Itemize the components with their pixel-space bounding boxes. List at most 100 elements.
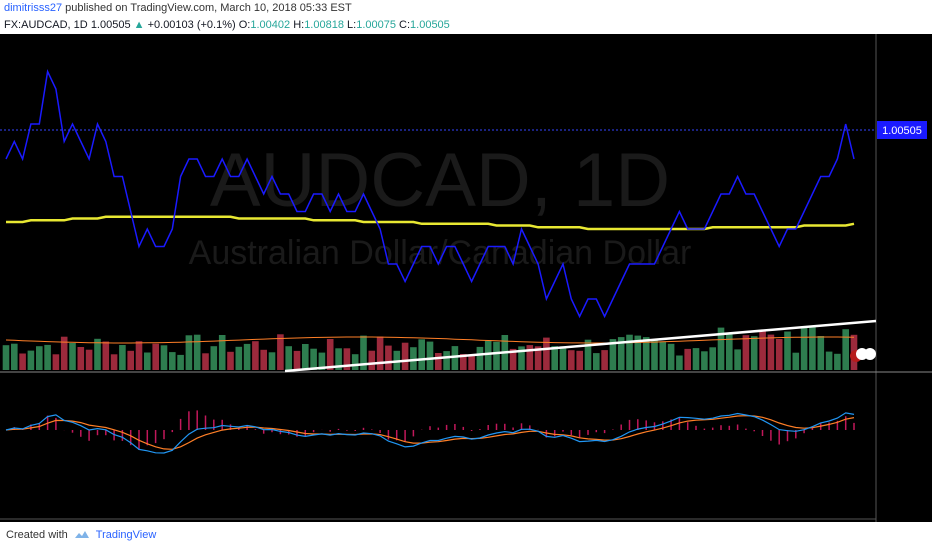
volume-bar: [210, 346, 218, 370]
watermark-symbol: AUDCAD, 1D: [210, 138, 670, 223]
volume-bar: [243, 343, 251, 370]
volume-bar: [335, 348, 342, 370]
volume-bar: [568, 350, 575, 370]
volume-bar: [559, 346, 567, 370]
close-label: C:: [399, 19, 411, 31]
trend-lines: [284, 319, 877, 373]
price-tag: [877, 121, 927, 139]
high-value: 1.00818: [304, 19, 344, 31]
volume-bar: [825, 351, 833, 370]
volume-bar: [451, 346, 459, 370]
volume-bar: [119, 345, 126, 370]
volume-bar: [460, 354, 467, 370]
volume-bar: [193, 334, 201, 370]
tradingview-logo-icon: [74, 531, 89, 538]
volume-bar: [734, 349, 741, 370]
volume-bar: [784, 331, 791, 370]
volume-bar: [360, 335, 367, 370]
volume-bar: [526, 345, 534, 370]
event-badge-icon-3[interactable]: [864, 348, 876, 360]
footer: Created with TradingView: [6, 529, 156, 541]
volume-bar: [160, 345, 168, 370]
high-label: H:: [293, 19, 305, 31]
volume-bar: [11, 343, 18, 370]
volume-bar: [2, 345, 10, 370]
volume-bar: [468, 355, 475, 370]
volume-bar: [817, 336, 825, 370]
volume-bar: [102, 341, 110, 370]
volume-bar: [667, 343, 675, 370]
volume-bar: [19, 353, 26, 370]
volume-bar: [626, 334, 633, 370]
volume-bar: [318, 352, 326, 370]
volume-bar: [493, 341, 500, 370]
volume-bar: [169, 352, 176, 370]
volume-ma-line: [5, 336, 855, 344]
created-with-label: Created with: [6, 529, 68, 541]
moving-average-line: [6, 215, 855, 231]
volume-bar: [651, 339, 658, 370]
open-value: 1.00402: [250, 19, 291, 31]
volume-bar: [326, 339, 334, 370]
volume-bar: [252, 341, 259, 370]
volume-bar: [476, 346, 484, 370]
volume-bar: [135, 341, 143, 370]
volume-bar: [85, 349, 93, 370]
volume-bar: [52, 354, 60, 370]
volume-bar: [177, 354, 184, 370]
volume-bars: [2, 325, 858, 370]
watermark-name: Australian Dollar/Canadian Dollar: [189, 234, 692, 272]
price-series: [5, 68, 855, 319]
volume-bar: [601, 350, 608, 370]
published-info: published on TradingView.com, March 10, …: [65, 2, 352, 14]
volume-bar: [36, 346, 43, 370]
tradingview-brand[interactable]: TradingView: [95, 529, 157, 541]
volume-bar: [509, 348, 517, 370]
price-line: [5, 68, 855, 319]
volume-bar: [692, 348, 700, 370]
signal-line: [5, 415, 855, 450]
volume-bar: [609, 339, 617, 370]
volume-bar: [60, 336, 68, 370]
volume-bar: [800, 327, 808, 370]
volume-bar: [543, 337, 550, 370]
volume-bar: [376, 336, 384, 370]
volume-bar: [235, 346, 243, 370]
price-chart[interactable]: AUDCAD, 1D Australian Dollar/Canadian Do…: [0, 34, 932, 522]
volume-bar: [792, 352, 800, 370]
volume-bar: [584, 339, 592, 370]
volume-bar: [185, 335, 193, 370]
volume-bar: [443, 351, 450, 370]
volume-bar: [593, 353, 600, 370]
symbol-info-line: FX:AUDCAD, 1D 1.00505 ▲ +0.00103 (+0.1%)…: [4, 19, 450, 31]
volume-bar: [775, 339, 783, 370]
volume-bar: [709, 347, 716, 370]
macd-line: [5, 412, 855, 454]
volume-bar: [285, 346, 292, 370]
volume-bar: [617, 337, 625, 370]
volume-bar: [551, 346, 558, 370]
volume-bar: [268, 352, 276, 370]
publisher-username[interactable]: dimitrisss27: [4, 2, 63, 14]
volume-bar: [127, 350, 134, 370]
volume-bar: [742, 335, 750, 370]
volume-bar: [202, 353, 209, 370]
volume-bar: [659, 341, 667, 370]
volume-bar: [726, 332, 733, 370]
volume-bar: [418, 339, 425, 370]
up-arrow-icon: ▲: [133, 19, 145, 31]
volume-bar: [302, 344, 309, 370]
volume-bar: [759, 330, 766, 370]
macd-pane: [5, 410, 855, 454]
volume-bar: [27, 350, 35, 370]
volume-bar: [401, 342, 409, 370]
volume-bar: [385, 345, 392, 370]
volume-bar: [69, 343, 76, 370]
volume-bar: [750, 336, 758, 370]
open-label: O:: [238, 19, 251, 31]
volume-bar: [368, 350, 376, 370]
volume-bar: [343, 348, 351, 370]
volume-bar: [809, 325, 816, 370]
volume-bar: [44, 344, 51, 370]
volume-bar: [435, 353, 442, 370]
